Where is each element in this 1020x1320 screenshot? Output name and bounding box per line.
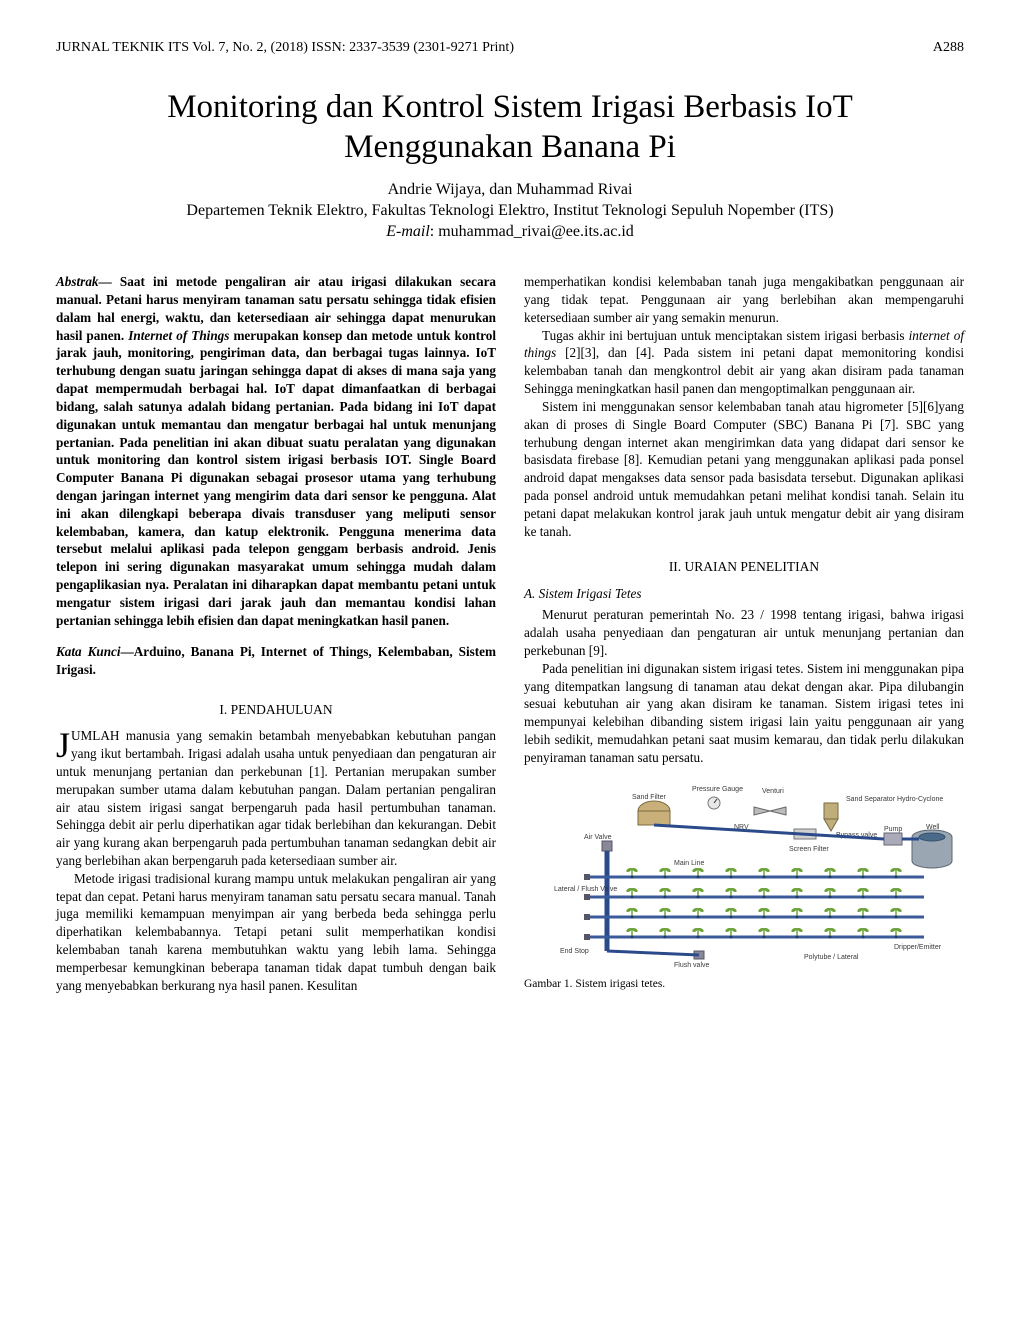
section-2-heading: II. URAIAN PENELITIAN <box>524 558 964 576</box>
keywords-dash: — <box>121 644 134 659</box>
email-value: : muhammad_rivai@ee.its.ac.id <box>430 223 634 240</box>
page-number: A288 <box>933 40 964 56</box>
col2-para1: memperhatikan kondisi kelembaban tanah j… <box>524 273 964 326</box>
abstract-block: Abstrak— Saat ini metode pengaliran air … <box>56 273 496 629</box>
label-pump: Pump <box>884 826 902 833</box>
label-polytube: Polytube / Lateral <box>804 954 859 961</box>
label-flush-valve: Flush valve <box>674 962 710 969</box>
label-end-stop: End Stop <box>560 948 589 955</box>
section-1-heading: I. PENDAHULUAN <box>56 701 496 719</box>
label-air-valve: Air Valve <box>584 834 612 841</box>
label-pressure-gauge: Pressure Gauge <box>692 786 743 793</box>
email-line: E-mail: muhammad_rivai@ee.its.ac.id <box>56 223 964 241</box>
keywords-block: Kata Kunci—Arduino, Banana Pi, Internet … <box>56 643 496 679</box>
email-label: E-mail <box>386 223 430 240</box>
subsection-2a-heading: A. Sistem Irigasi Tetes <box>524 585 964 603</box>
col2-para2: Tugas akhir ini bertujuan untuk mencipta… <box>524 327 964 398</box>
running-header: JURNAL TEKNIK ITS Vol. 7, No. 2, (2018) … <box>56 40 964 56</box>
paper-title: Monitoring dan Kontrol Sistem Irigasi Be… <box>56 88 964 167</box>
col2-para2-post: [2][3], dan [4]. Pada sistem ini petani … <box>524 345 964 396</box>
label-main-line: Main Line <box>674 860 704 867</box>
sec2a-para1: Menurut peraturan pemerintah No. 23 / 19… <box>524 606 964 659</box>
figure-1-wrap: Sand Filter Pressure Gauge Venturi Sand … <box>524 781 964 993</box>
drip-irrigation-svg: Sand Filter Pressure Gauge Venturi Sand … <box>524 781 964 971</box>
abstract-iot-term: Internet of Things <box>128 328 229 343</box>
sec1-para1: JUMLAH manusia yang semakin betambah men… <box>56 727 496 870</box>
label-venturi: Venturi <box>762 788 784 795</box>
label-lateral: Lateral / Flush Valve <box>554 886 617 893</box>
authors-line: Andrie Wijaya, dan Muhammad Rivai <box>56 181 964 199</box>
col2-para2-pre: Tugas akhir ini bertujuan untuk mencipta… <box>542 328 909 343</box>
keywords-label: Kata Kunci <box>56 644 121 659</box>
dropcap-letter: J <box>56 727 71 760</box>
abstract-label: Abstrak <box>56 274 99 289</box>
abstract-dash: — <box>99 274 120 289</box>
left-column: Abstrak— Saat ini metode pengaliran air … <box>56 273 496 994</box>
sec2a-para2: Pada penelitian ini digunakan sistem iri… <box>524 660 964 767</box>
right-column: memperhatikan kondisi kelembaban tanah j… <box>524 273 964 994</box>
sec1-para2: Metode irigasi tradisional kurang mampu … <box>56 870 496 995</box>
sec1-para1-text: UMLAH manusia yang semakin betambah meny… <box>56 728 496 868</box>
label-sand-filter: Sand Filter <box>632 794 667 801</box>
affiliation-line: Departemen Teknik Elektro, Fakultas Tekn… <box>56 202 964 220</box>
label-sand-separator: Sand Separator Hydro-Cyclone <box>846 796 943 803</box>
abstract-text-post: merupakan konsep dan metode untuk kontro… <box>56 328 496 628</box>
figure-1-diagram: Sand Filter Pressure Gauge Venturi Sand … <box>524 781 964 971</box>
figure-1-caption: Gambar 1. Sistem irigasi tetes. <box>524 977 964 993</box>
label-screen-filter: Screen Filter <box>789 846 829 853</box>
label-dripper: Dripper/Emitter <box>894 944 942 951</box>
col2-para3: Sistem ini menggunakan sensor kelembaban… <box>524 398 964 541</box>
two-column-body: Abstrak— Saat ini metode pengaliran air … <box>56 273 964 994</box>
journal-info: JURNAL TEKNIK ITS Vol. 7, No. 2, (2018) … <box>56 40 514 56</box>
label-well: Well <box>926 824 940 831</box>
